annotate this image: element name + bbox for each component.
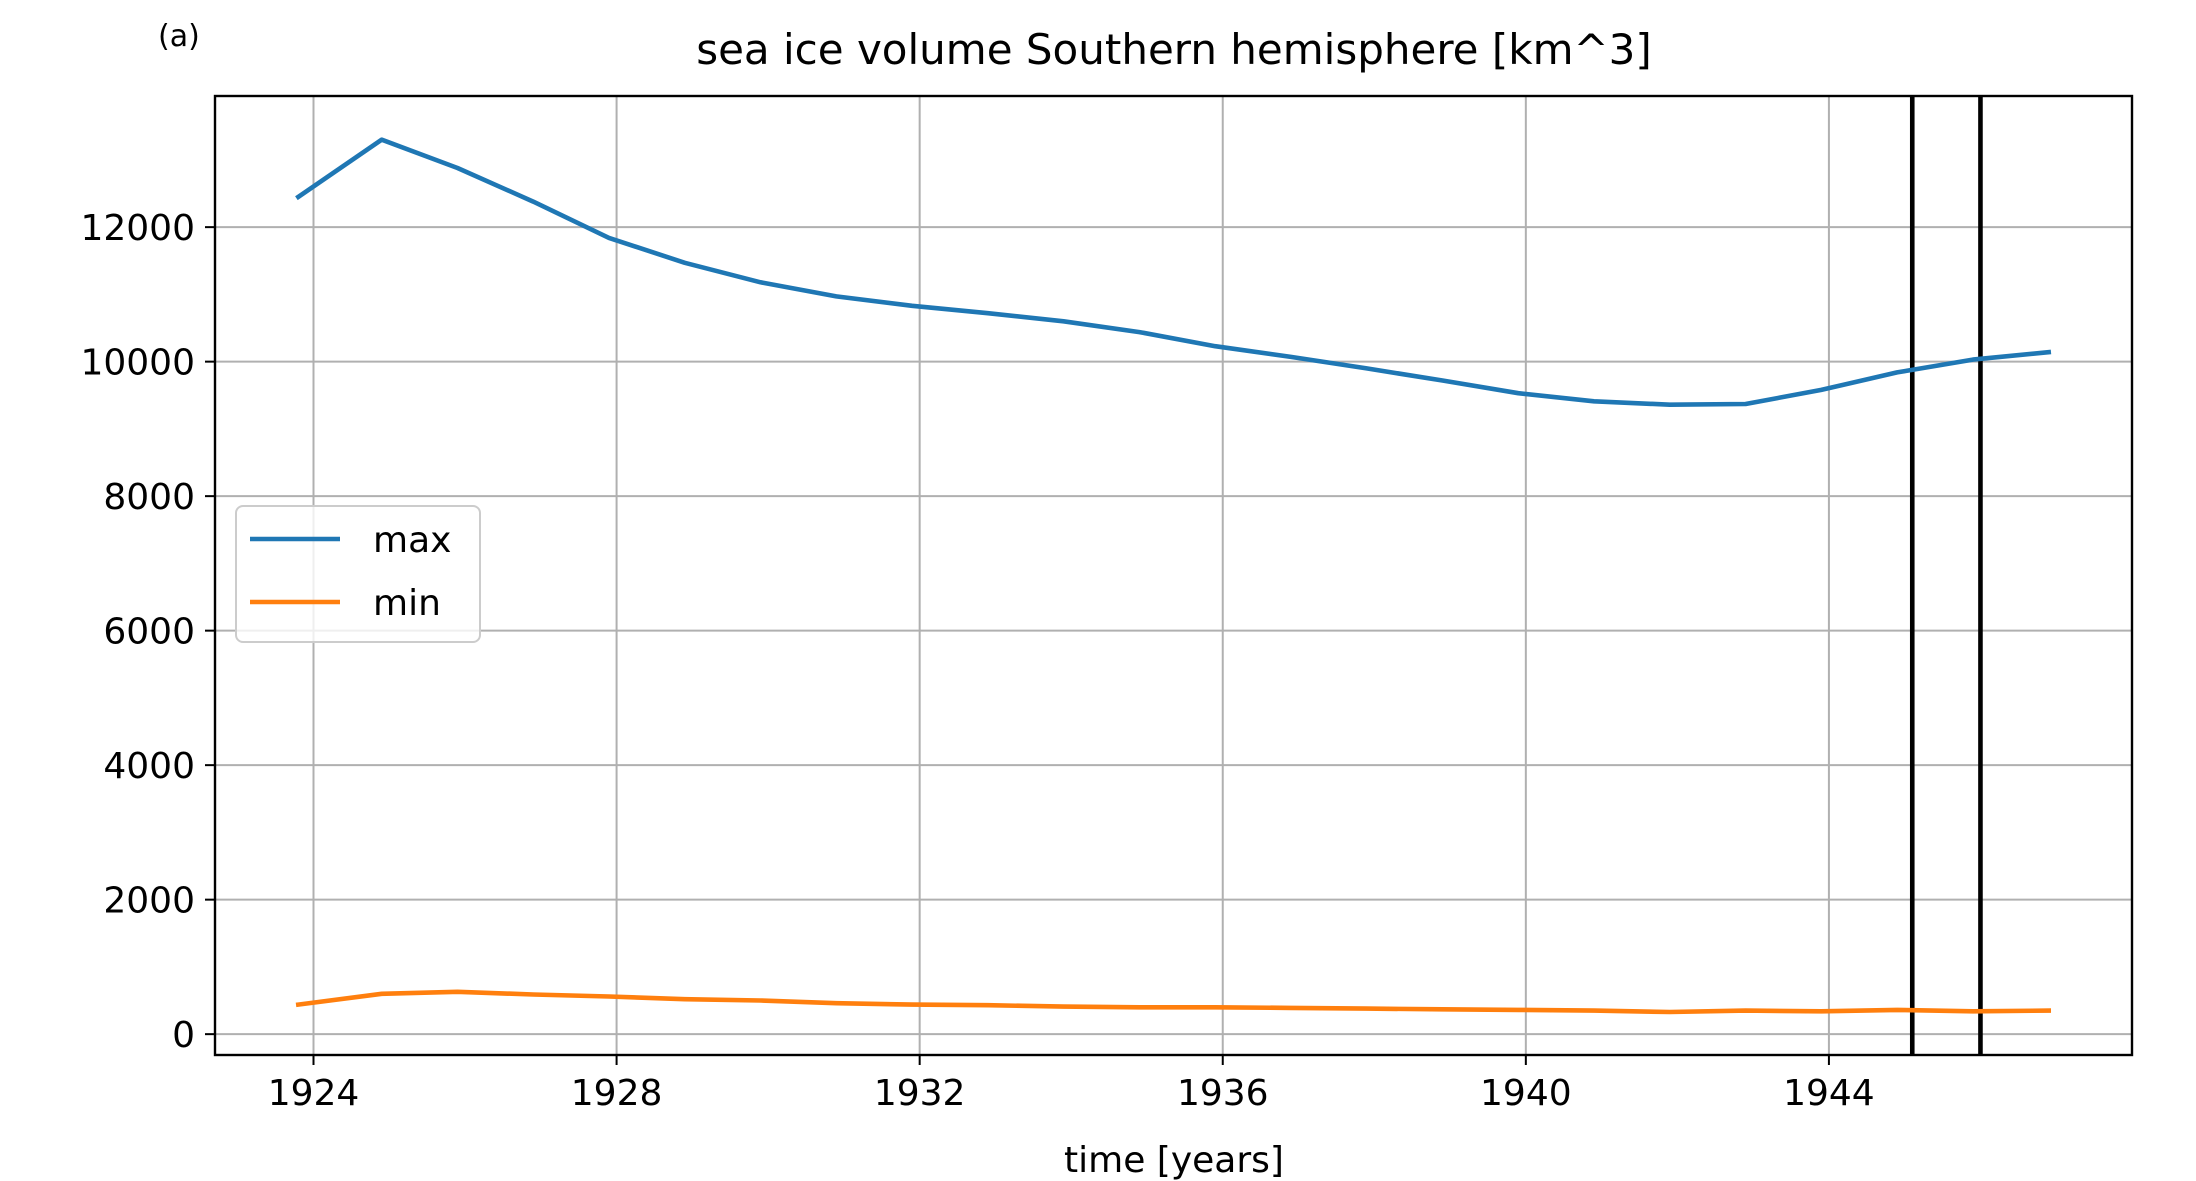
- x-tick-label: 1936: [1177, 1073, 1269, 1114]
- y-tick-label: 8000: [103, 477, 195, 518]
- y-axis-ticks: 0 2000 4000 6000 8000 10000 12000: [80, 208, 215, 1056]
- legend-label-max: max: [373, 520, 451, 561]
- legend: max min: [235, 505, 481, 643]
- y-tick-label: 2000: [103, 881, 195, 922]
- plot-frame: [213, 94, 2134, 1057]
- vertical-markers: [1909, 96, 1983, 1055]
- chart-title: sea ice volume Southern hemisphere [km^3…: [696, 25, 1652, 74]
- x-tick-label: 1924: [268, 1073, 360, 1114]
- x-tick-label: 1928: [571, 1073, 663, 1114]
- x-tick-label: 1940: [1480, 1073, 1572, 1114]
- legend-label-min: min: [373, 583, 441, 624]
- y-tick-label: 12000: [80, 208, 195, 249]
- x-axis-ticks: 1924 1928 1932 1936 1940 1944: [268, 1055, 1875, 1114]
- series-line-min: [295, 989, 2052, 1015]
- panel-label: (a): [158, 19, 200, 54]
- y-tick-label: 6000: [103, 612, 195, 653]
- series-line-max: [295, 137, 2052, 408]
- grid: [215, 96, 2132, 1055]
- y-tick-label: 4000: [103, 746, 195, 787]
- x-axis-label: time [years]: [1064, 1140, 1284, 1181]
- y-tick-label: 10000: [80, 343, 195, 384]
- x-tick-label: 1932: [874, 1073, 966, 1114]
- y-tick-label: 0: [172, 1015, 195, 1056]
- series-lines: [295, 137, 2052, 1015]
- x-tick-label: 1944: [1783, 1073, 1875, 1114]
